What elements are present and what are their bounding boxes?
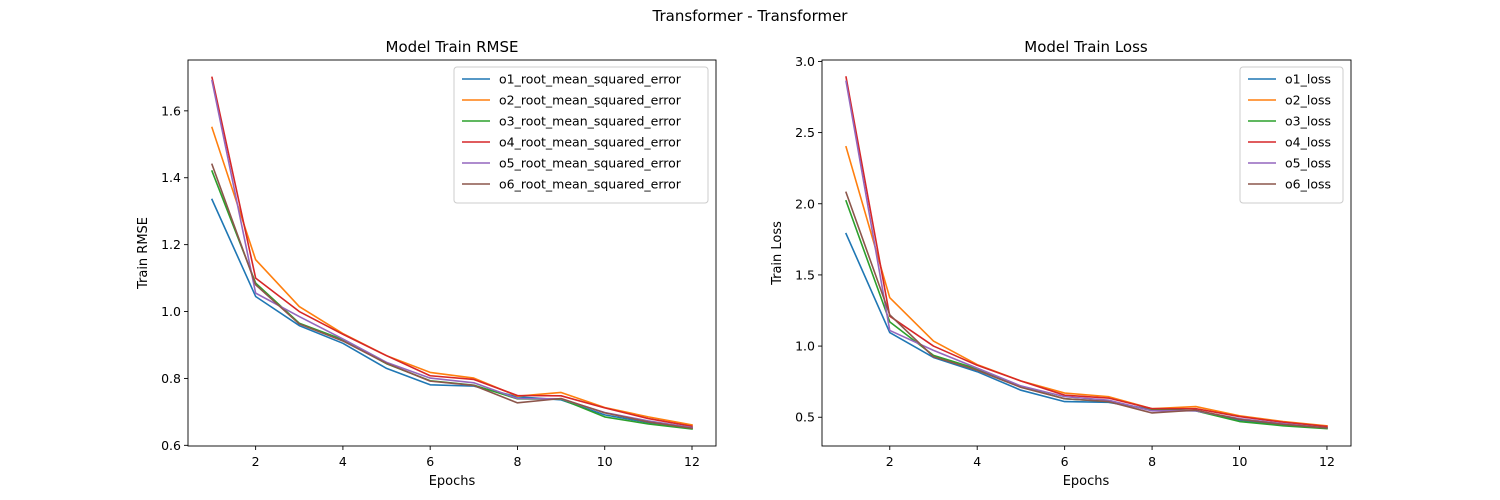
rmse-chart-title: Model Train RMSE bbox=[386, 38, 519, 56]
rmse-chart-panel: Model Train RMSE Epochs Train RMSE 2 4 6 8 1… bbox=[136, 38, 717, 489]
rmse-xtick-label-2: 6 bbox=[426, 454, 434, 469]
rmse-legend: o1_root_mean_squared_error o2_root_mean_s… bbox=[453, 66, 709, 204]
loss-ytick-label-0: 0.5 bbox=[795, 410, 815, 425]
rmse-ytick-label-0: 0.6 bbox=[161, 438, 181, 453]
loss-ytick-label-1: 1.0 bbox=[795, 339, 815, 354]
rmse-ytick-label-5: 1.6 bbox=[161, 103, 181, 118]
rmse-legend-label-4: o4_root_mean_squared_error bbox=[499, 135, 682, 150]
loss-legend-label-1: o1_loss bbox=[1285, 72, 1331, 87]
rmse-ytick-label-3: 1.2 bbox=[161, 237, 181, 252]
rmse-legend-label-1: o1_root_mean_squared_error bbox=[499, 72, 682, 87]
loss-xtick-label-1: 4 bbox=[973, 454, 981, 469]
rmse-ytick-label-4: 1.4 bbox=[161, 170, 181, 185]
rmse-xtick-label-3: 8 bbox=[513, 454, 521, 469]
loss-legend-label-4: o4_loss bbox=[1285, 135, 1331, 150]
loss-ytick-label-3: 2.0 bbox=[795, 196, 815, 211]
rmse-legend-box bbox=[453, 66, 709, 204]
loss-ytick-label-2: 1.5 bbox=[795, 267, 815, 282]
loss-legend-box bbox=[1239, 66, 1344, 204]
rmse-legend-label-6: o6_root_mean_squared_error bbox=[499, 177, 682, 192]
rmse-series-line-4 bbox=[211, 76, 693, 428]
rmse-chart-ylabel: Train RMSE bbox=[136, 217, 151, 290]
loss-xtick-label-2: 6 bbox=[1061, 454, 1069, 469]
loss-ytick-label-4: 2.5 bbox=[795, 125, 815, 140]
loss-chart-title: Model Train Loss bbox=[1024, 38, 1148, 56]
rmse-xtick-label-5: 12 bbox=[684, 454, 700, 469]
loss-chart-ylabel: Train Loss bbox=[770, 221, 785, 286]
loss-xtick-label-4: 10 bbox=[1232, 454, 1248, 469]
figure-suptitle: Transformer - Transformer bbox=[652, 7, 849, 25]
rmse-ytick-label-1: 0.8 bbox=[161, 371, 181, 386]
loss-legend-label-2: o2_loss bbox=[1285, 93, 1331, 108]
loss-legend-label-6: o6_loss bbox=[1285, 177, 1331, 192]
loss-legend-label-5: o5_loss bbox=[1285, 156, 1331, 171]
loss-series-line-6 bbox=[845, 191, 1328, 429]
rmse-legend-label-3: o3_root_mean_squared_error bbox=[499, 114, 682, 129]
loss-chart-panel: Model Train Loss Epochs Train Loss 2 4 6 8 1… bbox=[770, 38, 1352, 489]
rmse-ytick-label-2: 1.0 bbox=[161, 304, 181, 319]
loss-xtick-label-5: 12 bbox=[1319, 454, 1335, 469]
loss-legend: o1_loss o2_loss o3_loss o4_loss o5_loss o6_lo… bbox=[1239, 66, 1344, 204]
loss-xtick-label-0: 2 bbox=[886, 454, 894, 469]
rmse-xtick-label-0: 2 bbox=[252, 454, 260, 469]
rmse-xtick-label-4: 10 bbox=[597, 454, 613, 469]
rmse-legend-label-2: o2_root_mean_squared_error bbox=[499, 93, 682, 108]
loss-chart-xlabel: Epochs bbox=[1063, 474, 1110, 489]
loss-xtick-label-3: 8 bbox=[1148, 454, 1156, 469]
rmse-axes-frame bbox=[187, 59, 717, 447]
loss-series-line-4 bbox=[845, 76, 1328, 428]
rmse-chart-xlabel: Epochs bbox=[429, 474, 476, 489]
rmse-series-line-6 bbox=[210, 163, 693, 430]
rmse-legend-label-5: o5_root_mean_squared_error bbox=[499, 156, 682, 171]
rmse-series-line-1 bbox=[210, 198, 693, 429]
rmse-xtick-label-1: 4 bbox=[339, 454, 347, 469]
loss-ytick-label-5: 3.0 bbox=[795, 54, 815, 69]
loss-legend-label-3: o3_loss bbox=[1285, 114, 1331, 129]
loss-axes-frame bbox=[821, 59, 1352, 447]
